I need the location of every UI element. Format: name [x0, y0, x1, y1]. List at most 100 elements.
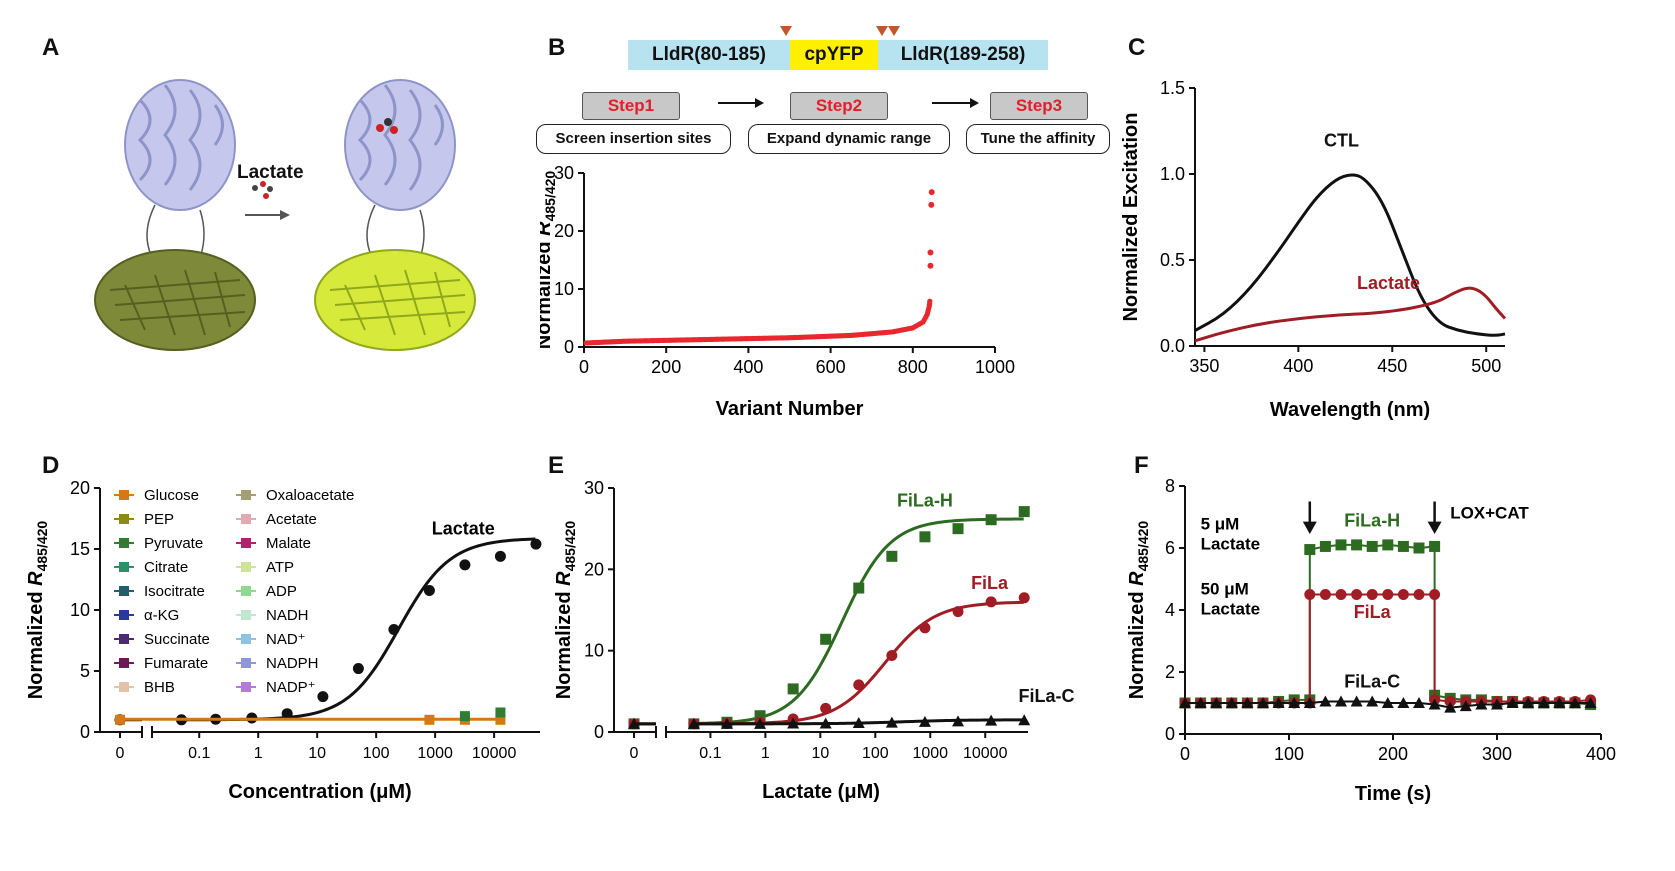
y-tick-label: 10 — [584, 641, 604, 661]
fit-curve-lactate — [181, 537, 536, 722]
chart-b-variant-screen: 0 10 20 30 0 200 400 600 800 1000 Variant Number No… — [540, 165, 1015, 420]
data-point-fila — [1429, 589, 1441, 600]
data-point-fila-h — [952, 523, 964, 535]
step2-desc: Expand dynamic range — [748, 124, 950, 154]
y-tick-label: 0 — [594, 722, 604, 742]
data-point-fila-c — [1018, 714, 1031, 726]
y-tick-label: 0 — [80, 722, 90, 742]
data-point-fila-h — [1413, 542, 1425, 554]
data-point-fila — [1413, 589, 1425, 600]
annotation-5um-line1: 5 μM — [1201, 514, 1240, 533]
panel-label-e: E — [548, 452, 565, 479]
y-tick-label: 20 — [554, 221, 574, 241]
y-tick-label: 5 — [80, 661, 90, 681]
chart-e-dose-response: 0 10 20 30 0 0.1 1 10 100 1000 10000 Lactate (μM) No… — [553, 478, 1074, 803]
data-point-fila-c — [918, 715, 931, 727]
y-tick-label: 15 — [70, 539, 90, 559]
data-point-fila — [919, 622, 931, 634]
data-point-fila-h — [754, 710, 766, 722]
y-tick-label: 0.0 — [1160, 336, 1185, 356]
legend-marker — [241, 610, 251, 620]
data-point-fila — [1351, 589, 1363, 600]
annotation-50um-line1: 50 μM — [1201, 580, 1249, 599]
x-tick-label: 0.1 — [188, 745, 210, 762]
x-tick-label: 1000 — [975, 357, 1015, 377]
legend-marker — [119, 658, 129, 668]
legend-label: Isocitrate — [144, 583, 205, 600]
y-tick-label: 30 — [584, 478, 604, 498]
data-point-fila — [1304, 589, 1316, 600]
event-arrowhead — [1427, 521, 1442, 535]
data-point-fila-c — [1397, 697, 1410, 708]
data-point-fila-c — [1241, 697, 1254, 708]
y-axis-title: Normalized R485/420 — [553, 521, 578, 700]
x-tick-label: 400 — [733, 357, 763, 377]
data-point-fila — [1319, 589, 1331, 600]
construct-segment-2: cpYFP — [790, 40, 878, 70]
y-tick-label: 0 — [1165, 724, 1175, 744]
y-tick-label: 2 — [1165, 662, 1175, 682]
x-tick-label: 350 — [1189, 356, 1219, 376]
x-tick-label: 10000 — [963, 745, 1008, 762]
legend-marker — [241, 514, 251, 524]
step1-pill: Step1 — [582, 92, 680, 120]
legend-label: Pyruvate — [144, 535, 203, 552]
data-point-fila-c — [1272, 697, 1285, 708]
data-point-fila-c — [1522, 697, 1535, 708]
data-point-fila-h — [1319, 540, 1331, 552]
data-point-fila — [1366, 589, 1378, 600]
legend-marker — [241, 538, 251, 548]
x-axis-title: Variant Number — [716, 398, 864, 420]
data-point-fila-c — [1350, 695, 1363, 707]
data-point-fila-c — [1179, 697, 1191, 708]
x-tick-label: 0 — [1180, 744, 1190, 764]
legend-marker — [241, 634, 251, 644]
data-point-fila-c — [1584, 697, 1597, 708]
data-point-glucose — [424, 714, 435, 725]
data-point-fila-h — [1351, 539, 1363, 551]
panel-label-f: F — [1134, 452, 1149, 479]
data-point-lactate — [388, 624, 400, 636]
series-line-ctl — [1194, 173, 1506, 337]
legend-label: NADP⁺ — [266, 679, 316, 696]
arrow-text-lactate: Lactate — [237, 162, 304, 183]
data-point-fila-c — [1194, 697, 1207, 708]
data-point-fila-h — [919, 531, 931, 543]
data-point-fila-c — [985, 714, 998, 726]
construct-segment-1: LldR(80-185) — [628, 40, 790, 70]
legend-label: ADP — [266, 583, 297, 600]
annotation-5um-line2: Lactate — [1201, 535, 1261, 554]
chart-c-excitation-spectra: 0.0 0.5 1.0 1.5 350 400 450 500 Wavelength (nm) N… — [1120, 78, 1507, 421]
x-tick-label: 100 — [862, 745, 889, 762]
data-point-fila-h — [1018, 506, 1030, 518]
data-point-fila-c — [1413, 697, 1425, 708]
y-tick-label: 0 — [564, 337, 574, 357]
x-axis-title: Lactate (μM) — [762, 781, 880, 803]
protein-structure-figure — [94, 79, 476, 351]
data-point-fila-c — [952, 715, 965, 727]
legend-marker — [119, 490, 129, 500]
x-tick-label: 800 — [898, 357, 928, 377]
y-axis-title: Normalized Excitation — [1120, 113, 1142, 322]
y-tick-label: 10 — [70, 600, 90, 620]
data-point-glucose — [495, 714, 506, 725]
data-point-fila-h — [820, 633, 832, 645]
data-point-fila-c — [1444, 701, 1457, 713]
panel-label-d: D — [42, 452, 60, 479]
legend-marker — [241, 658, 251, 668]
y-tick-label: 1.0 — [1160, 164, 1185, 184]
data-point-fila — [1018, 592, 1030, 604]
legend-label: α-KG — [144, 607, 179, 624]
y-tick-label: 20 — [584, 559, 604, 579]
legend-marker — [119, 610, 129, 620]
data-point-fila-c — [1491, 698, 1503, 710]
data-point-fila-c — [1569, 697, 1581, 708]
data-point — [927, 249, 934, 256]
legend-marker — [119, 514, 129, 524]
legend-marker — [119, 682, 129, 692]
data-point-lactate — [281, 708, 293, 720]
x-axis-title: Concentration (μM) — [228, 781, 411, 803]
x-tick-label: 0 — [630, 745, 639, 762]
series-label-fila-h: FiLa-H — [897, 491, 953, 511]
data-point-fila-c — [852, 717, 865, 729]
